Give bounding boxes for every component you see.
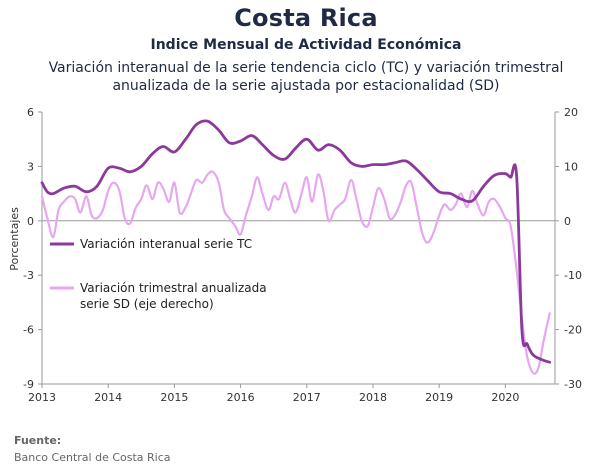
left-y-tick-label: -3 [23, 269, 34, 282]
x-tick-label: 2017 [293, 391, 321, 404]
x-tick-label: 2013 [28, 391, 56, 404]
left-y-tick-label: 3 [27, 160, 34, 173]
left-y-tick-label: 0 [27, 215, 34, 228]
right-y-tick-label: 0 [564, 215, 571, 228]
x-tick-label: 2014 [94, 391, 122, 404]
right-y-tick-label: 10 [564, 160, 578, 173]
source-label: Fuente: [14, 434, 62, 447]
x-tick-label: 2016 [227, 391, 255, 404]
legend-label-sd-line1: Variación trimestral anualizada [80, 281, 267, 295]
left-y-tick-label: 6 [27, 106, 34, 119]
legend-label-sd-line2: serie SD (eje derecho) [80, 297, 214, 311]
x-tick-label: 2018 [359, 391, 387, 404]
description-line-1: Variación interanual de la serie tendenc… [48, 60, 564, 76]
x-tick-label: 2020 [491, 391, 519, 404]
left-y-tick-label: -6 [23, 324, 34, 337]
right-y-tick-label: -20 [564, 324, 582, 337]
y-axis-label: Porcentajes [8, 207, 21, 271]
series-line-sd [40, 170, 551, 375]
chart-title: Costa Rica [234, 4, 378, 32]
x-tick-label: 2019 [425, 391, 453, 404]
right-y-tick-label: 20 [564, 106, 578, 119]
chart-description: Variación interanual de la serie tendenc… [0, 59, 612, 95]
right-y-tick-label: -30 [564, 378, 582, 391]
chart-subtitle: Indice Mensual de Actividad Económica [150, 37, 462, 53]
description-line-2: anualizada de la serie ajustada por esta… [112, 78, 500, 94]
series-line-tc [40, 119, 552, 364]
source-text: Banco Central de Costa Rica [14, 451, 171, 464]
x-tick-label: 2015 [160, 391, 188, 404]
left-y-tick-label: -9 [23, 378, 34, 391]
legend-label-tc: Variación interanual serie TC [80, 237, 252, 251]
right-y-tick-label: -10 [564, 269, 582, 282]
